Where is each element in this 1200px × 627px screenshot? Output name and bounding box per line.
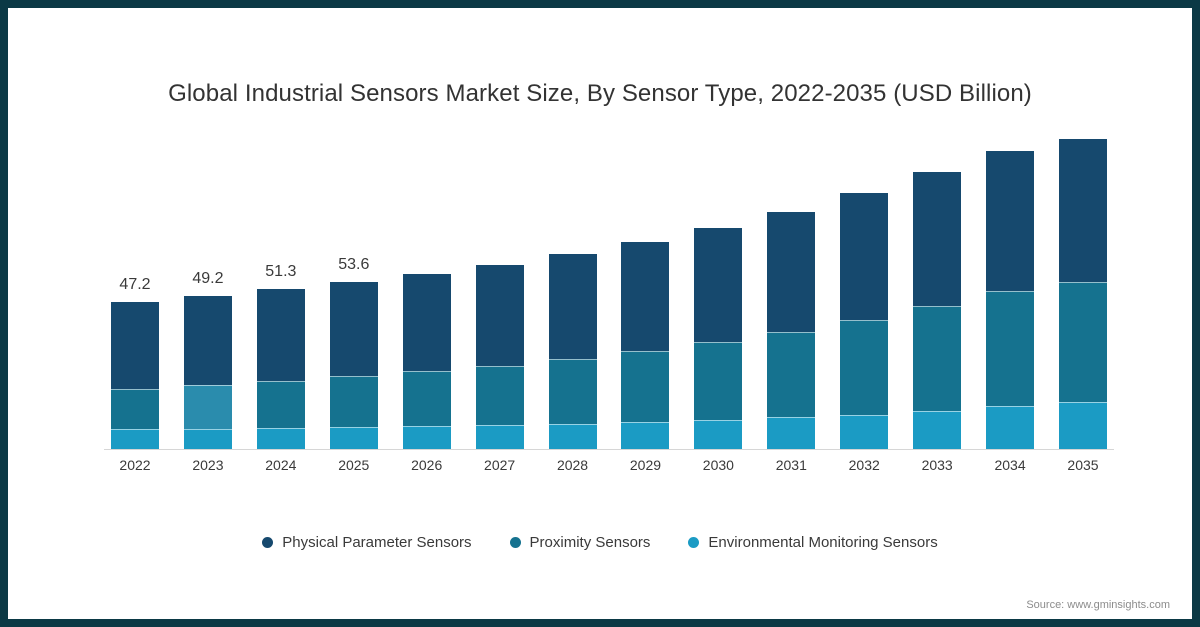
- bar-segment[interactable]: [183, 296, 232, 385]
- x-axis-tick: 2025: [338, 457, 370, 473]
- bar-segment[interactable]: [621, 241, 670, 352]
- bar-group[interactable]: 49.2: [183, 270, 232, 450]
- bar-segment[interactable]: [1058, 281, 1107, 403]
- legend-color-dot-icon: [262, 537, 274, 548]
- bar-segment[interactable]: [1058, 402, 1107, 450]
- bar-segment[interactable]: [256, 380, 305, 429]
- legend-item[interactable]: Environmental Monitoring Sensors: [688, 534, 938, 551]
- x-axis-tick: 2026: [411, 457, 443, 473]
- x-axis-tick: 2029: [629, 457, 662, 473]
- bar-segment[interactable]: [621, 422, 670, 450]
- bar-segment[interactable]: [840, 414, 889, 450]
- x-axis-tick: 2028: [556, 457, 589, 473]
- bar-group[interactable]: [402, 274, 451, 450]
- bar-value-label: 47.2: [119, 276, 151, 294]
- x-axis-tick: 2035: [1067, 457, 1099, 473]
- bar-group[interactable]: [694, 228, 743, 450]
- legend-item-label: Proximity Sensors: [529, 534, 651, 551]
- bar-segment[interactable]: [694, 419, 743, 450]
- bar-segment[interactable]: [329, 427, 378, 450]
- bar-segment[interactable]: [548, 254, 597, 360]
- legend-color-dot-icon: [688, 537, 700, 548]
- bar-segment[interactable]: [111, 389, 159, 430]
- x-axis-tick: 2032: [848, 457, 880, 473]
- bar-group[interactable]: [840, 193, 889, 450]
- bar-segment[interactable]: [548, 424, 597, 450]
- chart-frame: Global Industrial Sensors Market Size, B…: [8, 8, 1192, 619]
- x-axis-tick: 2031: [775, 457, 807, 473]
- bar-segment[interactable]: [475, 365, 524, 425]
- bar-group[interactable]: [475, 265, 524, 450]
- bar-segment[interactable]: [402, 425, 451, 450]
- page-title: Global Industrial Sensors Market Size, B…: [168, 80, 1032, 107]
- bar-segment[interactable]: [329, 376, 378, 428]
- bar-segment[interactable]: [767, 332, 816, 418]
- chart-legend: Physical Parameter Sensors Proximity Sens…: [8, 534, 1192, 551]
- x-axis-tick: 2027: [484, 457, 516, 473]
- source-attribution: Source: www.gminsights.com: [1026, 599, 1170, 611]
- bar-segment[interactable]: [111, 429, 159, 450]
- bar-segment[interactable]: [548, 359, 597, 425]
- bar-segment[interactable]: [767, 417, 816, 450]
- bar-value-label: 51.3: [265, 263, 297, 281]
- bar-segment[interactable]: [986, 405, 1035, 450]
- bar-group[interactable]: [767, 212, 816, 450]
- legend-item-label: Physical Parameter Sensors: [282, 534, 472, 551]
- bar-segment[interactable]: [986, 151, 1035, 292]
- x-axis-tick: 2022: [119, 457, 151, 473]
- bar-value-label: 53.6: [338, 256, 370, 274]
- plot-area: 47.2 49.2 51.3 53.6: [104, 118, 1114, 450]
- bar-segment[interactable]: [913, 172, 962, 306]
- legend-item[interactable]: Physical Parameter Sensors: [262, 534, 472, 551]
- x-axis-tick: 2033: [921, 457, 953, 473]
- x-axis-tick: 2023: [192, 457, 224, 473]
- bar-group[interactable]: [913, 172, 962, 450]
- bar-segment[interactable]: [767, 212, 816, 333]
- bar-segment[interactable]: [183, 384, 232, 429]
- legend-item-label: Environmental Monitoring Sensors: [708, 534, 938, 551]
- bar-group[interactable]: [548, 254, 597, 450]
- bar-group[interactable]: [1058, 138, 1107, 450]
- bar-segment[interactable]: [840, 319, 889, 415]
- bar-segment[interactable]: [621, 351, 670, 423]
- bar-group[interactable]: [621, 241, 670, 450]
- bar-segment[interactable]: [913, 410, 962, 450]
- bar-segment[interactable]: [694, 342, 743, 420]
- bar-segment[interactable]: [183, 428, 232, 450]
- x-axis-line: [104, 449, 1114, 450]
- x-axis-tick: 2034: [994, 457, 1026, 473]
- bar-segment[interactable]: [475, 265, 524, 366]
- bar-segment[interactable]: [694, 228, 743, 343]
- bar-segment[interactable]: [402, 371, 451, 426]
- bar-segment[interactable]: [111, 302, 159, 390]
- bar-segment[interactable]: [840, 193, 889, 320]
- bar-segment[interactable]: [256, 289, 305, 381]
- bar-segment[interactable]: [1058, 138, 1107, 282]
- bar-group[interactable]: 47.2: [111, 276, 159, 450]
- legend-color-dot-icon: [509, 537, 521, 548]
- bar-segment[interactable]: [913, 305, 962, 411]
- bar-series-container: 47.2 49.2 51.3 53.6: [104, 118, 1114, 450]
- legend-item[interactable]: Proximity Sensors: [509, 534, 651, 551]
- bar-segment[interactable]: [986, 291, 1035, 406]
- bar-segment[interactable]: [402, 274, 451, 372]
- x-axis-tick: 2024: [265, 457, 297, 473]
- x-axis-tick-labels: 2022 2023 2024 2025 2026 2027 2028 2029 2030 2031…: [104, 457, 1114, 481]
- bar-group[interactable]: 53.6: [329, 256, 378, 450]
- x-axis-tick: 2030: [702, 457, 734, 473]
- bar-group[interactable]: 51.3: [256, 263, 305, 450]
- bar-value-label: 49.2: [192, 270, 224, 288]
- bar-segment[interactable]: [475, 424, 524, 450]
- bar-segment[interactable]: [256, 428, 305, 450]
- bar-segment[interactable]: [329, 282, 378, 377]
- bar-group[interactable]: [986, 151, 1035, 450]
